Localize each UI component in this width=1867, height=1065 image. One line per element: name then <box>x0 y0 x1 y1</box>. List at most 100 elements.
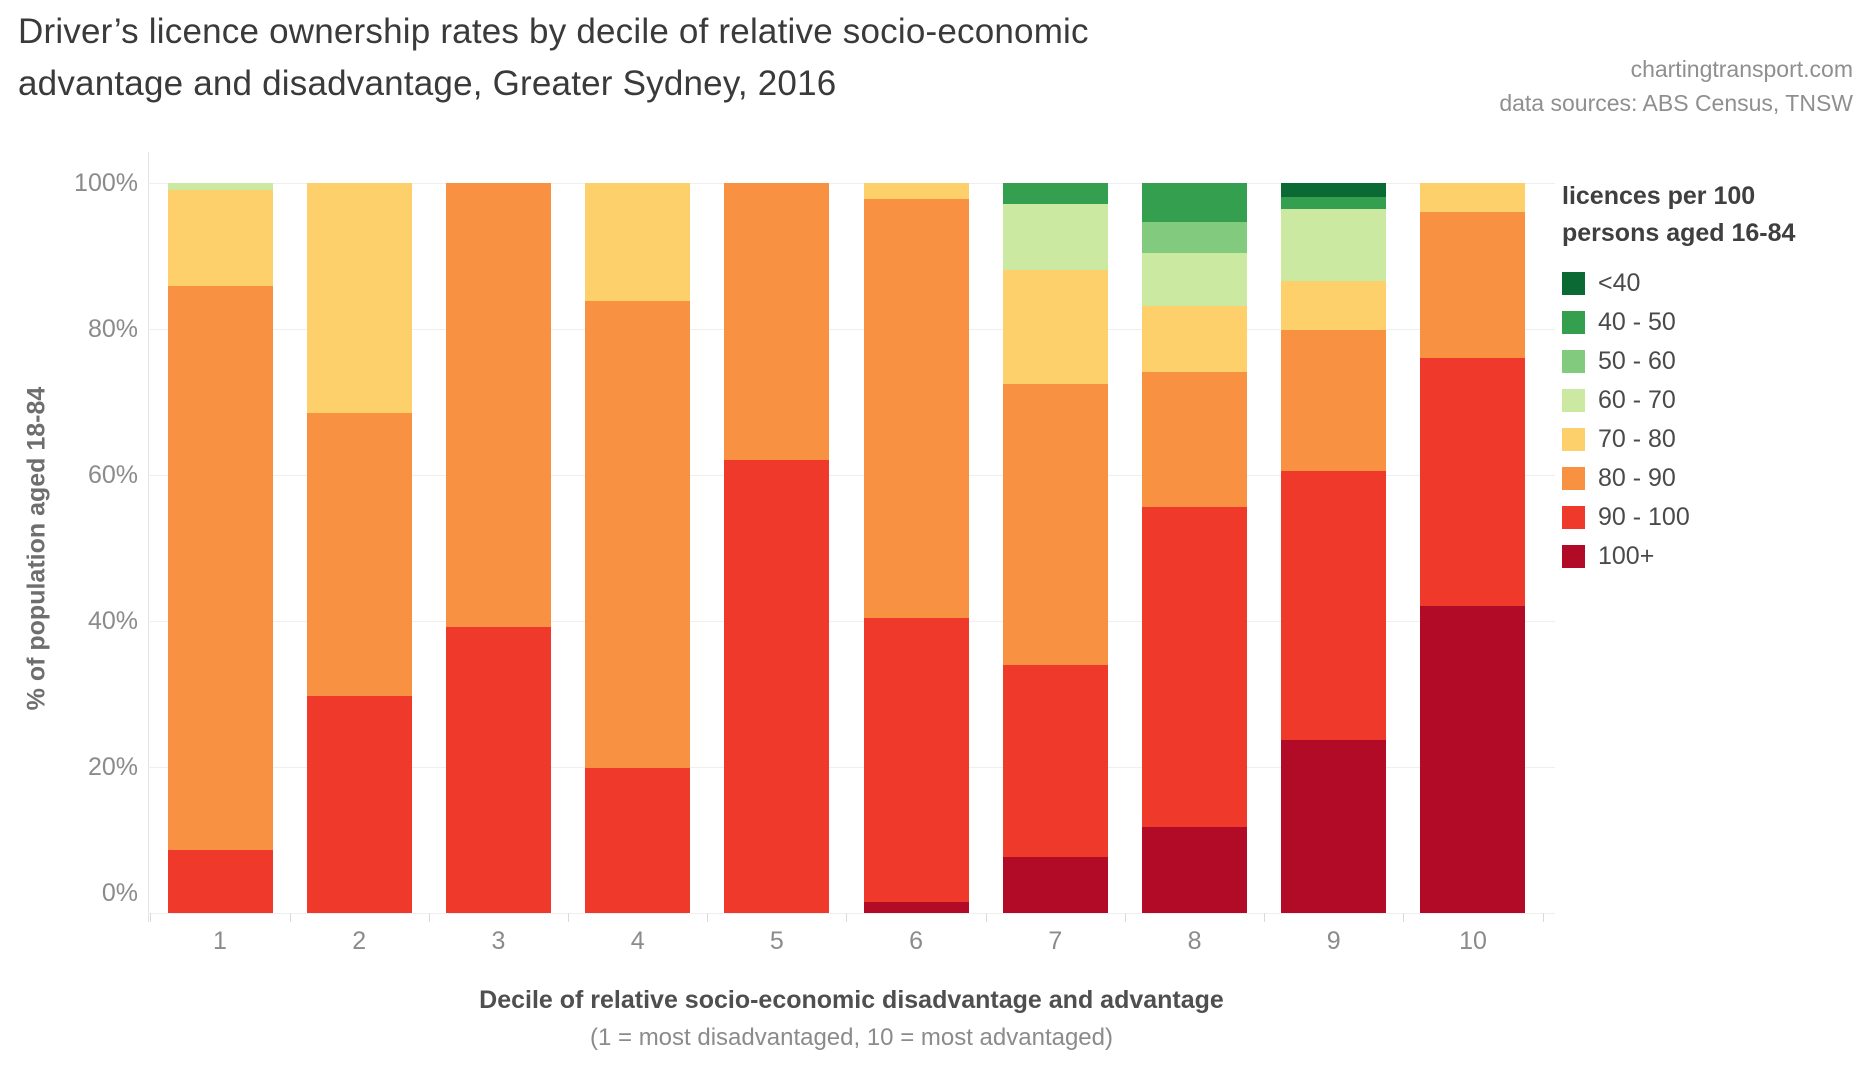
x-tick-label-4: 4 <box>630 927 645 955</box>
bar-segment-decile-2-90 - 100[interactable] <box>306 696 412 913</box>
bar-segment-decile-8-80 - 90[interactable] <box>1142 372 1248 508</box>
bar-segment-decile-8-40 - 50[interactable] <box>1142 183 1248 223</box>
x-tick-label-5: 5 <box>769 927 784 955</box>
bar-decile-8[interactable] <box>1142 183 1248 913</box>
bar-segment-decile-7-40 - 50[interactable] <box>1002 183 1108 205</box>
legend-label-40 - 50: 40 - 50 <box>1598 308 1676 336</box>
bar-segment-decile-6-90 - 100[interactable] <box>863 618 969 903</box>
bar-decile-1[interactable] <box>167 183 273 913</box>
bar-segment-decile-6-100+[interactable] <box>863 902 969 913</box>
bar-segment-decile-9-90 - 100[interactable] <box>1281 471 1387 740</box>
y-axis-line <box>148 152 149 922</box>
bar-decile-7[interactable] <box>1002 183 1108 913</box>
bar-segment-decile-8-70 - 80[interactable] <box>1142 305 1248 373</box>
legend-swatch-80 - 90 <box>1562 467 1585 490</box>
bar-segment-decile-3-90 - 100[interactable] <box>445 626 551 913</box>
bar-segment-decile-7-80 - 90[interactable] <box>1002 383 1108 665</box>
bar-segment-decile-3-80 - 90[interactable] <box>445 183 551 627</box>
legend-item-100+[interactable]: 100+ <box>1562 537 1862 576</box>
legend-item-50 - 60[interactable]: 50 - 60 <box>1562 342 1862 381</box>
bar-segment-decile-8-90 - 100[interactable] <box>1142 507 1248 827</box>
x-axis-tick <box>150 913 152 922</box>
bar-segment-decile-10-100+[interactable] <box>1420 606 1526 913</box>
x-axis-tick <box>846 913 848 922</box>
legend-item-60 - 70[interactable]: 60 - 70 <box>1562 381 1862 420</box>
legend-label-100+: 100+ <box>1598 542 1655 570</box>
bar-segment-decile-7-70 - 80[interactable] <box>1002 269 1108 384</box>
legend-swatch-60 - 70 <box>1562 389 1585 412</box>
bar-decile-5[interactable] <box>724 183 830 913</box>
x-tick-label-3: 3 <box>491 927 506 955</box>
legend-label-60 - 70: 60 - 70 <box>1598 386 1676 414</box>
legend-title-line2: persons aged 16-84 <box>1562 219 1796 247</box>
legend-swatch-40 - 50 <box>1562 311 1585 334</box>
legend-item-80 - 90[interactable]: 80 - 90 <box>1562 459 1862 498</box>
bar-segment-decile-9-60 - 70[interactable] <box>1281 208 1387 281</box>
x-tick-label-6: 6 <box>909 927 924 955</box>
legend-swatch-50 - 60 <box>1562 350 1585 373</box>
bar-segment-decile-7-90 - 100[interactable] <box>1002 664 1108 857</box>
attribution-sources: data sources: ABS Census, TNSW <box>1499 90 1853 116</box>
bar-segment-decile-10-90 - 100[interactable] <box>1420 358 1526 607</box>
bar-segment-decile-10-70 - 80[interactable] <box>1420 183 1526 213</box>
legend-item-<40[interactable]: <40 <box>1562 264 1862 303</box>
bar-segment-decile-5-90 - 100[interactable] <box>724 460 830 913</box>
legend-item-40 - 50[interactable]: 40 - 50 <box>1562 303 1862 342</box>
bar-segment-decile-4-90 - 100[interactable] <box>585 767 691 913</box>
bar-segment-decile-9-<40[interactable] <box>1281 183 1387 197</box>
bar-segment-decile-6-70 - 80[interactable] <box>863 183 969 200</box>
bar-decile-4[interactable] <box>585 183 691 913</box>
bar-decile-3[interactable] <box>445 183 551 913</box>
bar-segment-decile-10-80 - 90[interactable] <box>1420 212 1526 359</box>
bar-segment-decile-8-60 - 70[interactable] <box>1142 253 1248 306</box>
x-tick-label-1: 1 <box>213 927 227 955</box>
bar-segment-decile-6-80 - 90[interactable] <box>863 199 969 619</box>
y-tick-label-20%: 20% <box>87 753 138 781</box>
x-tick-label-7: 7 <box>1048 927 1063 955</box>
bar-segment-decile-7-100+[interactable] <box>1002 856 1108 913</box>
bar-segment-decile-8-100+[interactable] <box>1142 826 1248 913</box>
bar-segment-decile-1-90 - 100[interactable] <box>167 849 273 913</box>
legend-item-90 - 100[interactable]: 90 - 100 <box>1562 498 1862 537</box>
x-axis-title: Decile of relative socio-economic disadv… <box>479 986 1224 1014</box>
bar-segment-decile-7-60 - 70[interactable] <box>1002 204 1108 270</box>
x-axis-tick <box>1403 913 1405 922</box>
bar-segment-decile-5-80 - 90[interactable] <box>724 183 830 461</box>
y-tick-label-40%: 40% <box>87 607 138 635</box>
legend: licences per 100 persons aged 16-84 <40 4… <box>1562 178 1862 576</box>
bar-decile-2[interactable] <box>306 183 412 913</box>
x-axis-tick <box>1124 913 1126 922</box>
x-tick-label-8: 8 <box>1187 927 1202 955</box>
bar-decile-10[interactable] <box>1420 183 1526 913</box>
legend-swatch-<40 <box>1562 272 1585 295</box>
bar-segment-decile-1-70 - 80[interactable] <box>167 190 273 286</box>
bar-segment-decile-2-80 - 90[interactable] <box>306 412 412 697</box>
legend-label-80 - 90: 80 - 90 <box>1598 464 1676 492</box>
bar-segment-decile-4-70 - 80[interactable] <box>585 183 691 302</box>
bar-segment-decile-8-50 - 60[interactable] <box>1142 222 1248 254</box>
page-title: Driver’s licence ownership rates by deci… <box>18 12 1089 51</box>
bar-decile-6[interactable] <box>863 183 969 913</box>
bar-segment-decile-4-80 - 90[interactable] <box>585 301 691 768</box>
gridline-80 <box>148 329 1555 330</box>
legend-item-70 - 80[interactable]: 70 - 80 <box>1562 420 1862 459</box>
legend-rows: <40 40 - 50 50 - 60 60 - 70 70 - 80 80 - 90 90… <box>1562 264 1862 576</box>
plot-area <box>148 152 1555 922</box>
bar-decile-9[interactable] <box>1281 183 1387 913</box>
bar-segment-decile-1-60 - 70[interactable] <box>167 183 273 191</box>
x-axis-tick <box>1264 913 1266 922</box>
legend-label-<40: <40 <box>1598 269 1641 297</box>
legend-label-90 - 100: 90 - 100 <box>1598 503 1690 531</box>
bar-segment-decile-9-100+[interactable] <box>1281 740 1387 913</box>
y-tick-label-0%: 0% <box>101 879 138 907</box>
bar-segment-decile-9-70 - 80[interactable] <box>1281 280 1387 330</box>
legend-swatch-100+ <box>1562 545 1585 568</box>
bar-segment-decile-9-40 - 50[interactable] <box>1281 196 1387 209</box>
bar-segment-decile-9-80 - 90[interactable] <box>1281 329 1387 472</box>
y-tick-label-100%: 100% <box>74 169 138 197</box>
legend-title: licences per 100 <box>1562 182 1756 210</box>
bar-segment-decile-2-70 - 80[interactable] <box>306 183 412 413</box>
gridline-0 <box>148 913 1555 914</box>
bar-segment-decile-1-80 - 90[interactable] <box>167 285 273 850</box>
